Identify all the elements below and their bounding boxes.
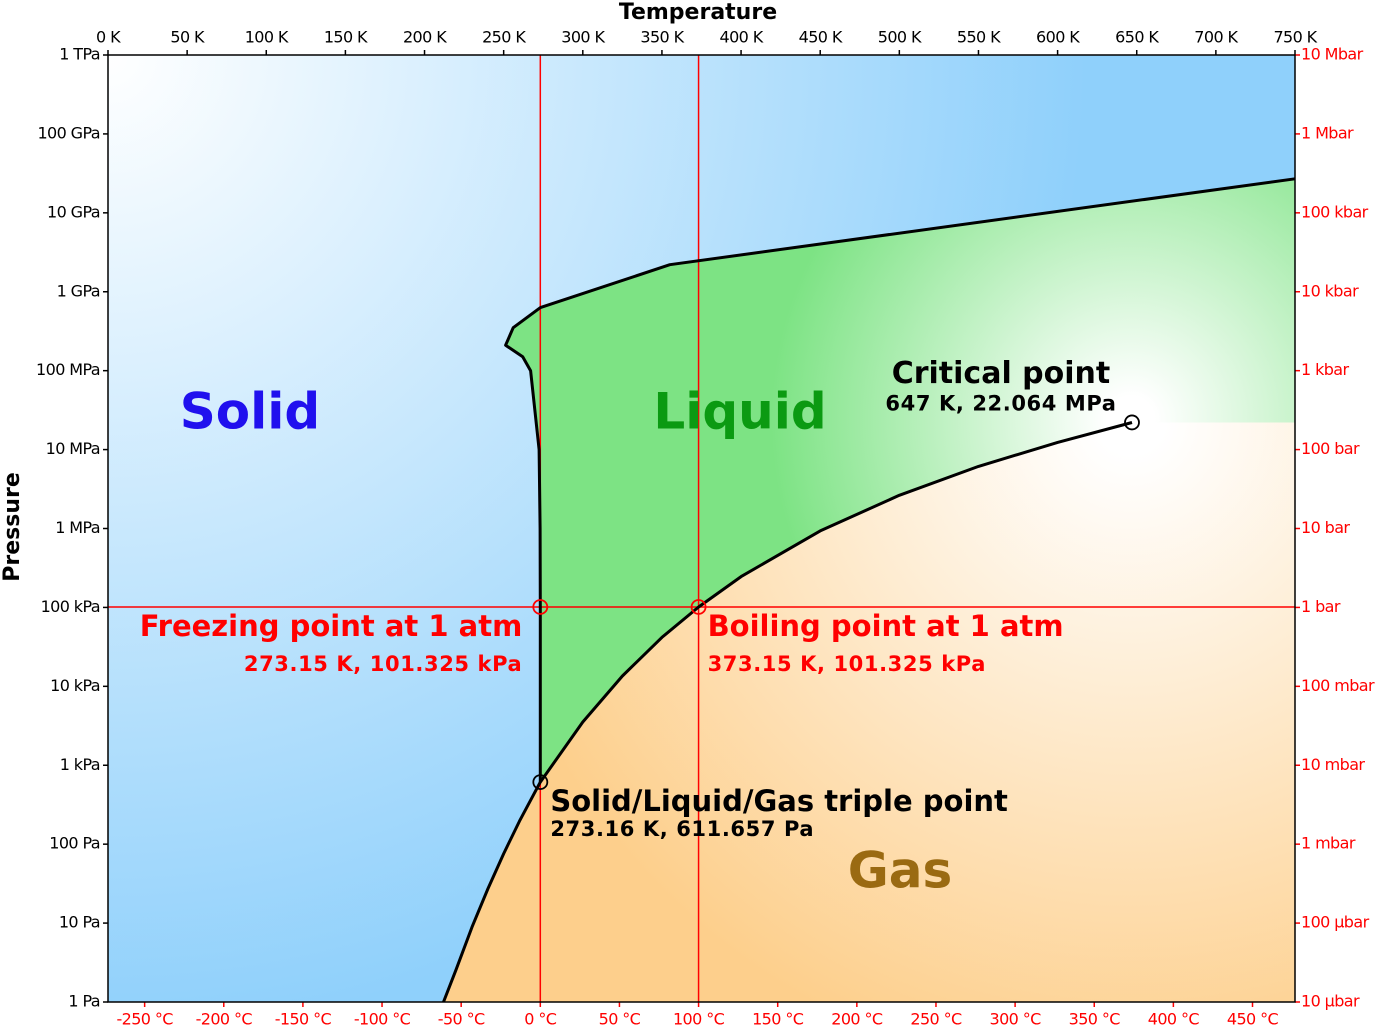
y2-tick-label: 100 kbar — [1301, 202, 1369, 221]
x-tick-label: 0 K — [96, 28, 121, 47]
x2-tick-label: -250 °C — [116, 1010, 173, 1029]
x-tick-label: 650 K — [1115, 28, 1159, 47]
x2-tick-label: 100 °C — [673, 1010, 725, 1029]
y-tick-label: 1 Pa — [68, 992, 100, 1011]
x-tick-label: 700 K — [1194, 28, 1238, 47]
x2-tick-label: 350 °C — [1069, 1010, 1121, 1029]
point-detail: 273.15 K, 101.325 kPa — [244, 652, 522, 676]
x2-tick-label: 250 °C — [910, 1010, 962, 1029]
region-label: Gas — [848, 842, 953, 900]
phase-boundary — [442, 421, 1133, 1003]
x-tick-label: 200 K — [403, 28, 447, 47]
x-tick-label: 150 K — [324, 28, 368, 47]
x-tick-label: 450 K — [799, 28, 843, 47]
y-tick-label: 100 kPa — [41, 597, 100, 616]
y-tick-label: 100 MPa — [36, 360, 100, 379]
gas-region — [443, 422, 1295, 1002]
x-tick-label: 250 K — [482, 28, 526, 47]
y-tick-label: 100 GPa — [37, 123, 100, 142]
point-label: Critical point — [892, 356, 1111, 391]
y-tick-label: 10 kPa — [50, 676, 100, 695]
x-tick-label: 300 K — [561, 28, 605, 47]
y2-tick-label: 10 kbar — [1301, 281, 1359, 300]
y2-tick-label: 100 bar — [1301, 439, 1360, 458]
y-tick-label: 1 TPa — [59, 45, 100, 64]
x2-tick-label: -150 °C — [275, 1010, 332, 1029]
y-tick-label: 10 GPa — [47, 202, 100, 221]
y2-tick-label: 10 bar — [1301, 518, 1350, 537]
phase-boundary — [504, 177, 1296, 783]
point-detail: 273.16 K, 611.657 Pa — [550, 817, 814, 841]
y2-tick-label: 1 mbar — [1301, 834, 1356, 853]
x-tick-label: 50 K — [170, 28, 205, 47]
y2-tick-label: 1 Mbar — [1301, 123, 1354, 142]
x-tick-label: 500 K — [878, 28, 922, 47]
point-label: Freezing point at 1 atm — [140, 609, 523, 643]
y-tick-label: 1 MPa — [55, 518, 100, 537]
y-tick-label: 10 Pa — [59, 913, 100, 932]
y2-tick-label: 100 mbar — [1301, 676, 1375, 695]
point-marker — [690, 599, 707, 615]
plot-frame — [107, 54, 1296, 1003]
liquid-region — [505, 178, 1295, 783]
y2-tick-label: 10 Mbar — [1301, 45, 1364, 64]
x2-tick-label: 0 °C — [524, 1010, 556, 1029]
y-tick-label: 1 kPa — [60, 755, 100, 774]
x2-tick-label: 450 °C — [1227, 1010, 1279, 1029]
point-label: Solid/Liquid/Gas triple point — [550, 784, 1008, 818]
point-detail: 373.15 K, 101.325 kPa — [708, 652, 986, 676]
x-tick-label: 400 K — [720, 28, 764, 47]
x2-tick-label: 150 °C — [752, 1010, 804, 1029]
y-tick-label: 100 Pa — [49, 834, 100, 853]
region-label: Liquid — [653, 383, 826, 441]
y2-tick-label: 100 µbar — [1301, 913, 1370, 932]
point-label: Boiling point at 1 atm — [708, 609, 1064, 643]
y-axis-label: Pressure — [0, 472, 25, 582]
x2-tick-label: 50 °C — [599, 1010, 641, 1029]
y2-tick-label: 10 µbar — [1301, 992, 1360, 1011]
x2-tick-label: 300 °C — [990, 1010, 1042, 1029]
x-tick-label: 350 K — [640, 28, 684, 47]
y-tick-label: 10 MPa — [46, 439, 100, 458]
point-marker — [532, 599, 549, 615]
point-detail: 647 K, 22.064 MPa — [885, 391, 1116, 415]
region-label: Solid — [180, 383, 320, 441]
point-marker — [532, 774, 549, 790]
x-tick-label: 550 K — [957, 28, 1001, 47]
x-tick-label: 600 K — [1036, 28, 1080, 47]
y-tick-label: 1 GPa — [57, 281, 100, 300]
x2-tick-label: 200 °C — [831, 1010, 883, 1029]
x2-tick-label: -200 °C — [196, 1010, 253, 1029]
x-axis-label: Temperature — [619, 0, 777, 25]
point-marker — [1124, 414, 1140, 431]
x-tick-label: 750 K — [1273, 28, 1317, 47]
x2-tick-label: -50 °C — [438, 1010, 485, 1029]
x2-tick-label: 400 °C — [1148, 1010, 1200, 1029]
x2-tick-label: -100 °C — [354, 1010, 411, 1029]
y2-tick-label: 10 mbar — [1301, 755, 1365, 774]
y2-tick-label: 1 bar — [1301, 597, 1341, 616]
y2-tick-label: 1 kbar — [1301, 360, 1349, 379]
x-tick-label: 100 K — [245, 28, 289, 47]
